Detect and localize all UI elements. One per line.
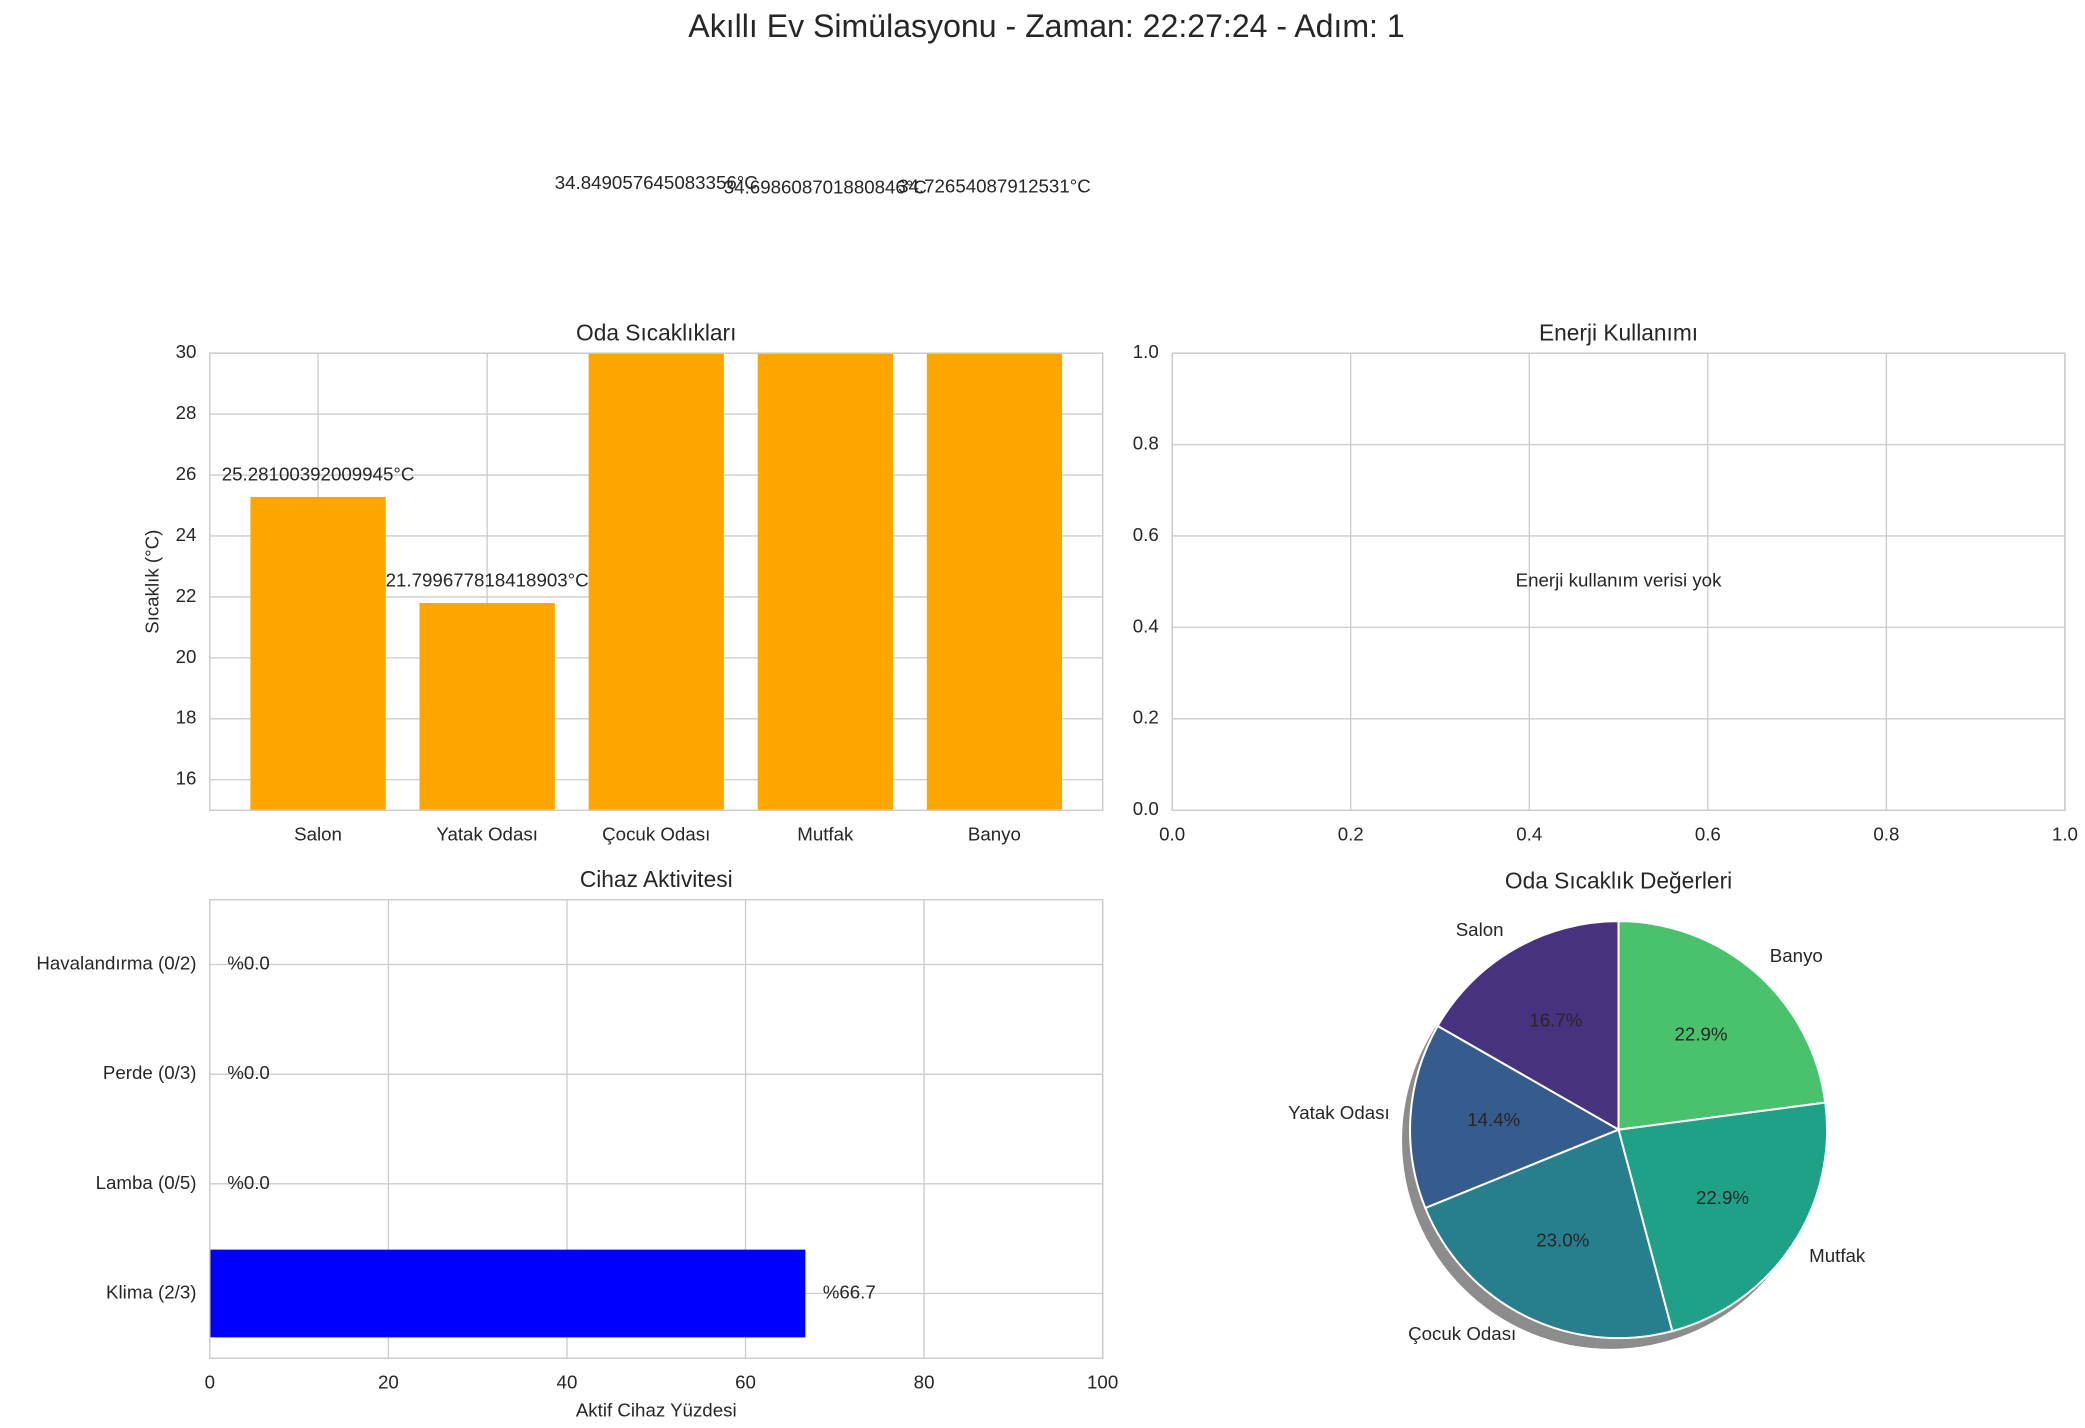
y-axis-label: Sıcaklık (°C) xyxy=(142,530,163,634)
y-tick-label: 0.4 xyxy=(1133,615,1159,636)
value-label: 21.799677818418903°C xyxy=(386,570,589,591)
x-tick-label: 0.4 xyxy=(1516,824,1542,845)
y-tick-label: 30 xyxy=(176,341,197,362)
value-label: %0.0 xyxy=(227,1172,270,1193)
axes-frame xyxy=(209,899,1104,1359)
chart-title: Oda Sıcaklıkları xyxy=(576,319,736,345)
x-tick-label: 0.6 xyxy=(1695,824,1721,845)
x-tick-label: 0.0 xyxy=(1159,824,1185,845)
value-label: 25.28100392009945°C xyxy=(222,463,415,484)
value-label: 34.72654087912531°C xyxy=(898,176,1091,197)
value-label: %66.7 xyxy=(823,1281,876,1302)
figure-title: Akıllı Ev Simülasyonu - Zaman: 22:27:24 … xyxy=(688,8,1404,44)
slice-value-label: 23.0% xyxy=(1536,1230,1589,1251)
x-tick-label: 80 xyxy=(914,1372,935,1393)
y-tick-label: 28 xyxy=(176,402,197,423)
slice-label: Çocuk Odası xyxy=(1408,1323,1516,1344)
y-tick-label: 20 xyxy=(176,646,197,667)
axes-frame xyxy=(1171,352,2066,811)
bar xyxy=(757,353,893,811)
bar xyxy=(926,353,1063,811)
slice-value-label: 16.7% xyxy=(1529,1009,1582,1030)
bars xyxy=(250,353,1063,811)
y-tick-label: 24 xyxy=(176,524,197,545)
slice-value-label: 22.9% xyxy=(1675,1024,1728,1045)
slice-label: Yatak Odası xyxy=(1288,1102,1390,1123)
slice-label: Mutfak xyxy=(1809,1245,1866,1266)
y-tick-label: Havalandırma (0/2) xyxy=(36,952,196,973)
pie-slice xyxy=(1617,920,1827,1131)
x-tick-label: Salon xyxy=(294,824,342,845)
bar xyxy=(588,353,724,811)
slice-value-label: 14.4% xyxy=(1467,1109,1520,1130)
value-label: 34.849057645083356°C xyxy=(555,172,758,193)
x-tick-label: 1.0 xyxy=(2052,824,2078,845)
y-tick-label: Lamba (0/5) xyxy=(96,1172,197,1193)
x-tick-label: 60 xyxy=(735,1372,756,1393)
bar xyxy=(209,1249,806,1338)
pie-slice xyxy=(1409,1024,1621,1210)
pie-slice xyxy=(1436,920,1620,1132)
y-tick-label: 16 xyxy=(176,768,197,789)
pie-slice xyxy=(1424,1128,1674,1340)
axes-frame xyxy=(209,352,1104,811)
slice-label: Salon xyxy=(1456,919,1504,940)
x-tick-label: Çocuk Odası xyxy=(602,824,710,845)
x-tick-label: Banyo xyxy=(968,824,1021,845)
x-tick-label: Mutfak xyxy=(797,824,854,845)
annotation: Enerji kullanım verisi yok xyxy=(1516,570,1722,591)
bar xyxy=(250,496,386,811)
chart-title: Enerji Kullanımı xyxy=(1539,319,1698,345)
x-tick-label: 20 xyxy=(378,1372,399,1393)
x-tick-label: 100 xyxy=(1087,1372,1118,1393)
x-axis-label: Aktif Cihaz Yüzdesi xyxy=(576,1400,737,1421)
chart-title: Oda Sıcaklık Değerleri xyxy=(1505,867,1732,893)
slice-value-label: 22.9% xyxy=(1696,1187,1749,1208)
y-tick-label: 1.0 xyxy=(1133,341,1159,362)
x-tick-label: 40 xyxy=(557,1372,578,1393)
value-label: %0.0 xyxy=(227,1062,270,1083)
x-tick-label: Yatak Odası xyxy=(436,824,538,845)
y-tick-label: 0.8 xyxy=(1133,432,1159,453)
bar xyxy=(419,603,555,811)
plot-area xyxy=(1171,352,2066,811)
y-tick-label: Klima (2/3) xyxy=(106,1281,196,1302)
y-tick-label: 26 xyxy=(176,463,197,484)
x-tick-label: 0.2 xyxy=(1338,824,1364,845)
y-tick-label: 0.2 xyxy=(1133,707,1159,728)
y-tick-label: 0.6 xyxy=(1133,524,1159,545)
chart-title: Cihaz Aktivitesi xyxy=(580,866,733,892)
x-tick-label: 0.8 xyxy=(1873,824,1899,845)
slice-label: Banyo xyxy=(1770,945,1823,966)
y-tick-label: 0.0 xyxy=(1133,798,1159,819)
x-tick-label: 0 xyxy=(205,1372,215,1393)
value-label: %0.0 xyxy=(227,952,270,973)
y-tick-label: Perde (0/3) xyxy=(103,1062,197,1083)
value-label: 34.698608701880846°C xyxy=(724,177,927,198)
y-tick-label: 18 xyxy=(176,707,197,728)
pie-slice xyxy=(1617,1101,1829,1333)
y-tick-label: 22 xyxy=(176,585,197,606)
